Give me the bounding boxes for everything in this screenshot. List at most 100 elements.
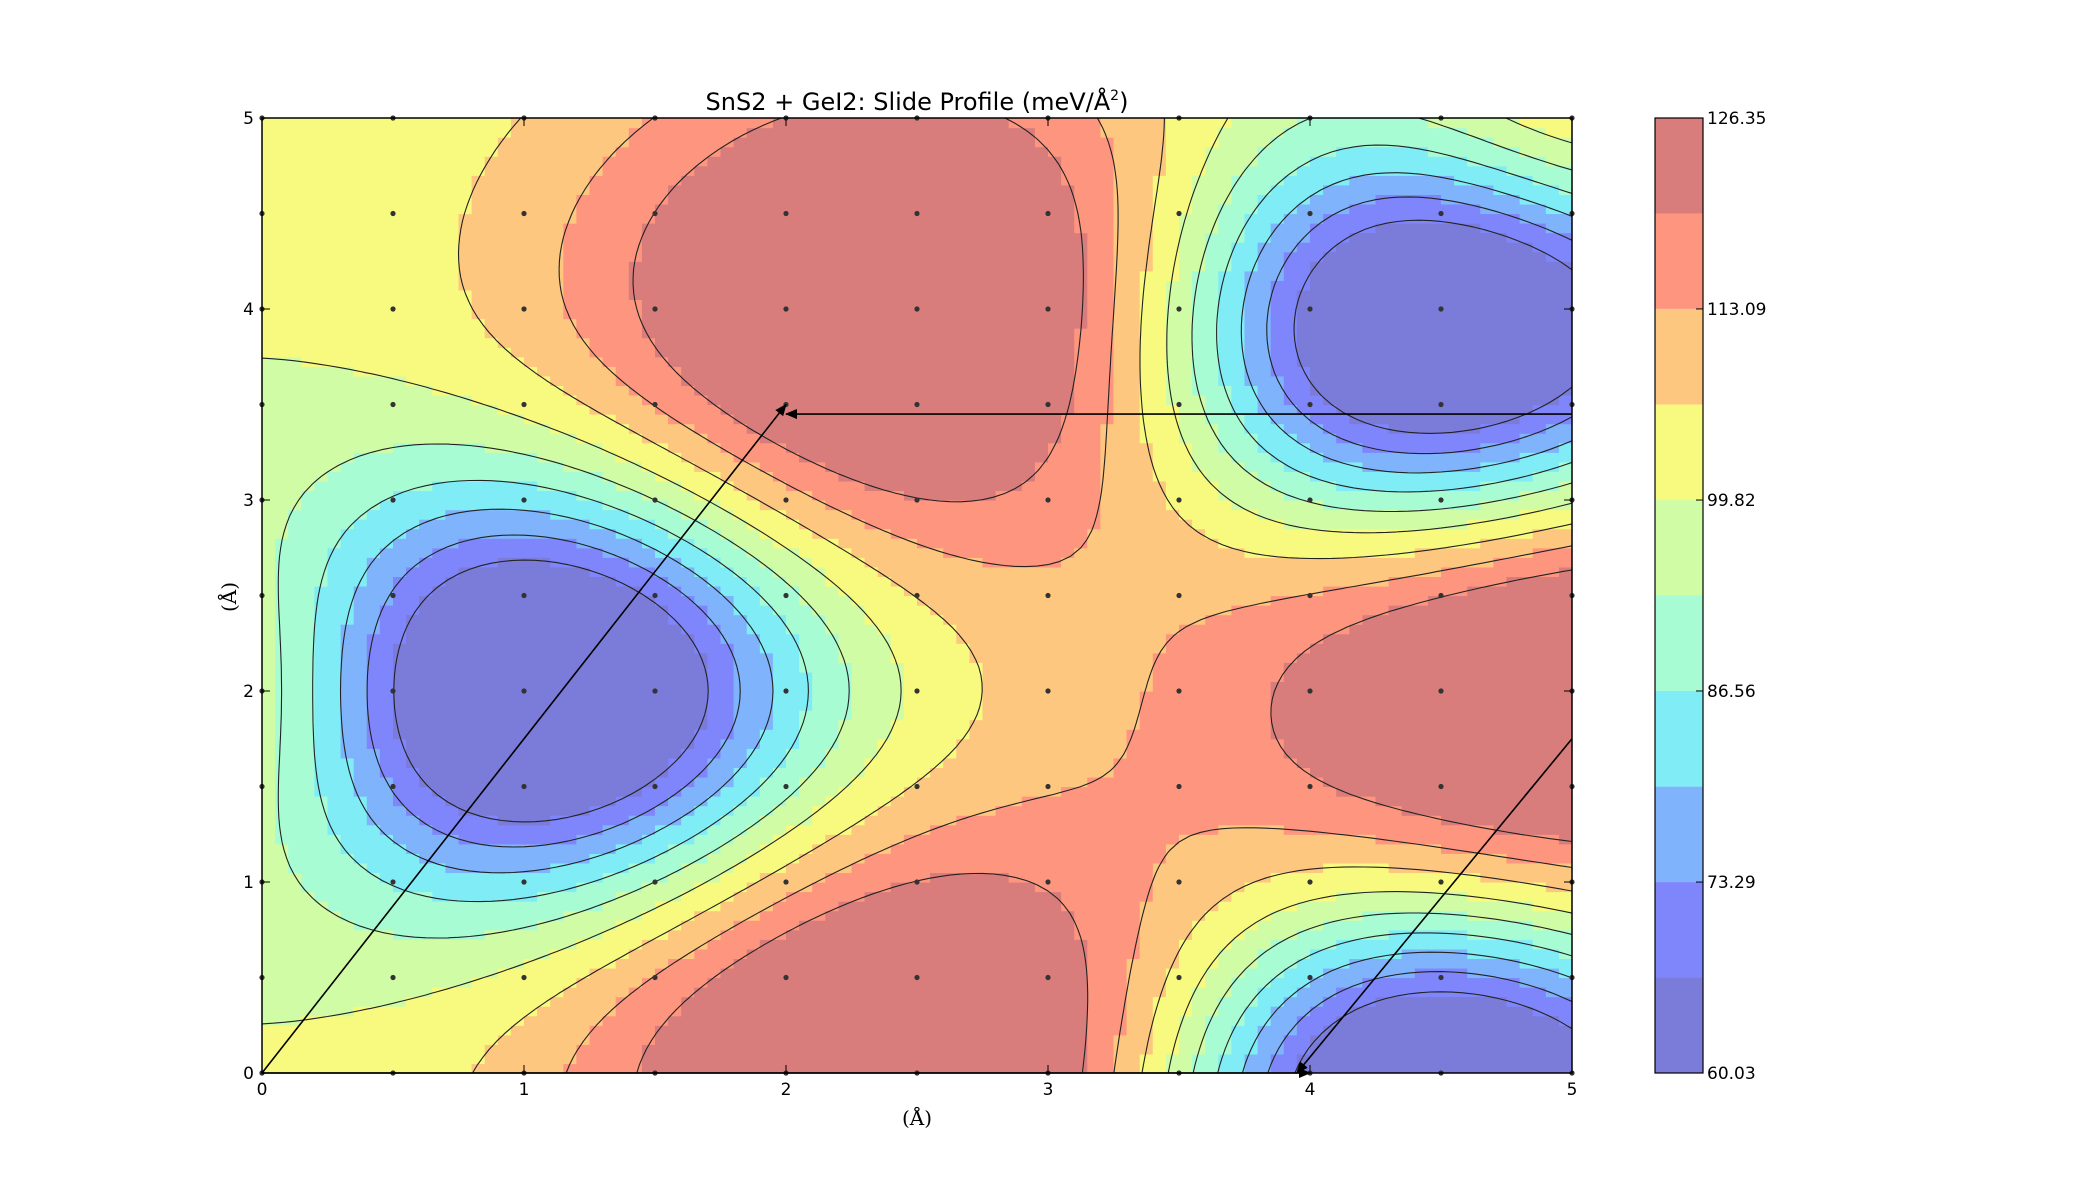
field-cell (864, 375, 879, 386)
field-cell (655, 289, 669, 301)
field-cell (393, 1006, 407, 1017)
field-cell (628, 366, 643, 377)
field-cell (903, 519, 918, 530)
field-cell (301, 461, 315, 472)
field-cell (707, 394, 722, 406)
field-cell (458, 509, 473, 520)
field-cell (890, 433, 905, 444)
field-cell (288, 127, 302, 138)
field-cell (799, 471, 813, 482)
field-cell (288, 213, 302, 224)
field-cell (314, 156, 329, 167)
field-cell (694, 146, 708, 157)
field-cell (655, 1025, 669, 1036)
field-cell (772, 862, 787, 874)
field-cell (838, 490, 853, 501)
field-cell (379, 242, 394, 253)
field-cell (262, 490, 276, 501)
field-cell (694, 433, 708, 444)
field-cell (589, 1044, 604, 1055)
field-cell (707, 356, 722, 367)
field-cell (314, 223, 329, 234)
field-cell (379, 643, 394, 654)
field-cell (301, 1034, 315, 1045)
field-cell (419, 681, 433, 692)
field-cell (851, 576, 866, 587)
field-cell (445, 433, 460, 444)
field-cell (589, 624, 604, 635)
field-cell (563, 270, 577, 281)
field-cell (406, 1015, 420, 1026)
field-cell (602, 366, 617, 377)
field-cell (694, 337, 708, 348)
field-cell (589, 872, 604, 883)
field-cell (340, 929, 355, 940)
field-cell (510, 967, 525, 979)
field-cell (471, 1044, 486, 1055)
field-cell (772, 643, 787, 654)
field-cell (799, 987, 813, 998)
field-cell (641, 1025, 656, 1036)
field-cell (471, 423, 486, 434)
field-cell (379, 624, 394, 635)
field-cell (393, 882, 407, 893)
field-cell (458, 213, 473, 224)
field-cell (275, 337, 289, 348)
field-cell (759, 261, 774, 272)
field-cell (694, 404, 708, 415)
field-cell (576, 671, 591, 683)
field-cell (445, 480, 460, 492)
field-cell (537, 566, 551, 577)
field-cell (497, 996, 512, 1007)
field-cell (393, 118, 407, 129)
field-cell (471, 872, 486, 883)
field-cell (340, 595, 355, 606)
field-cell (445, 156, 460, 167)
field-cell (746, 118, 761, 129)
field-cell (550, 356, 564, 367)
field-cell (288, 299, 302, 310)
field-cell (406, 729, 420, 740)
field-cell (877, 671, 892, 683)
field-cell (681, 156, 695, 167)
field-cell (484, 309, 499, 320)
field-cell (537, 213, 551, 224)
field-cell (864, 356, 879, 367)
field-cell (720, 643, 735, 654)
field-cell (563, 681, 577, 692)
field-cell (484, 490, 499, 501)
field-cell (589, 882, 604, 893)
field-cell (786, 776, 800, 788)
field-cell (877, 433, 892, 444)
field-cell (366, 834, 381, 845)
field-cell (799, 318, 813, 329)
field-cell (576, 557, 591, 568)
field-cell (799, 920, 813, 931)
field-cell (353, 987, 368, 998)
field-cell (759, 175, 774, 186)
field-cell (327, 967, 342, 979)
field-cell (825, 528, 839, 539)
field-cell (641, 318, 656, 329)
field-cell (655, 633, 669, 644)
field-cell (628, 328, 643, 339)
field-cell (602, 289, 617, 301)
field-cell (772, 480, 787, 492)
field-cell (432, 834, 446, 845)
field-cell (458, 1044, 473, 1055)
field-cell (510, 194, 525, 205)
field-cell (379, 270, 394, 281)
field-cell (563, 691, 577, 702)
field-cell (393, 585, 407, 597)
field-cell (393, 805, 407, 816)
field-cell (602, 1006, 617, 1017)
field-cell (471, 1015, 486, 1026)
field-cell (275, 929, 289, 940)
field-cell (707, 967, 722, 979)
field-cell (340, 127, 355, 138)
field-cell (262, 948, 276, 959)
field-cell (772, 289, 787, 301)
field-cell (314, 776, 329, 788)
field-cell (576, 547, 591, 558)
field-cell (314, 738, 329, 749)
